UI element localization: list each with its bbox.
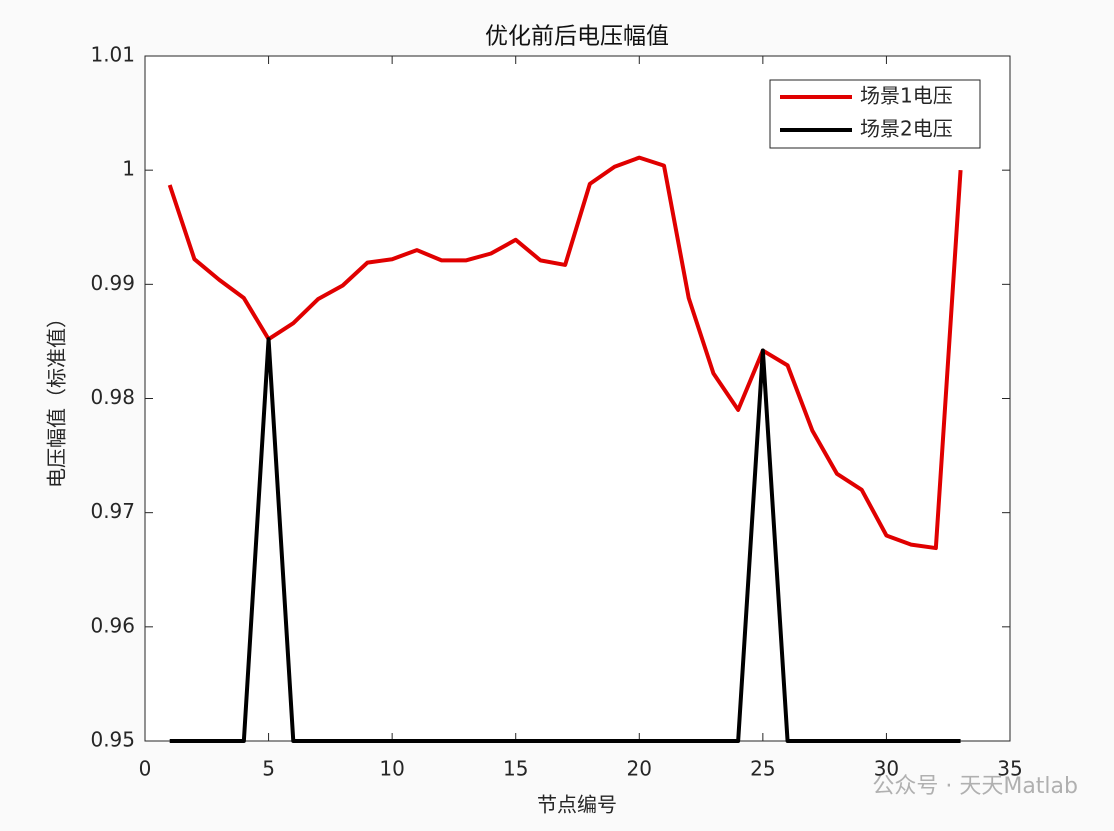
y-tick-label: 0.98 [90, 385, 135, 409]
x-tick-label: 35 [997, 757, 1022, 781]
x-tick-label: 5 [262, 757, 275, 781]
y-axis-label: 电压幅值（标准值） [45, 308, 69, 488]
x-tick-label: 25 [750, 757, 775, 781]
legend-label: 场景2电压 [860, 117, 953, 141]
y-tick-label: 0.99 [90, 271, 135, 295]
line [167, 155, 963, 551]
legend-label: 场景1电压 [860, 84, 953, 108]
y-tick-label: 0.95 [90, 728, 135, 752]
plot-area [145, 56, 1010, 741]
legend-box [769, 79, 981, 149]
y-tick-label: 0.96 [90, 613, 135, 637]
x-tick-label: 20 [627, 757, 652, 781]
y-tick-label: 1.01 [90, 43, 135, 67]
x-tick-label: 15 [503, 757, 528, 781]
x-axis-label: 节点编号 [537, 793, 617, 817]
x-tick-label: 10 [379, 757, 404, 781]
y-tick-label: 1 [122, 157, 135, 181]
line [169, 337, 961, 743]
x-tick-label: 30 [874, 757, 899, 781]
y-tick-label: 0.97 [90, 499, 135, 523]
watermark: 公众号 · 天天Matlab [872, 774, 1078, 799]
chart-title: 优化前后电压幅值 [485, 24, 669, 50]
x-tick-label: 0 [139, 757, 152, 781]
